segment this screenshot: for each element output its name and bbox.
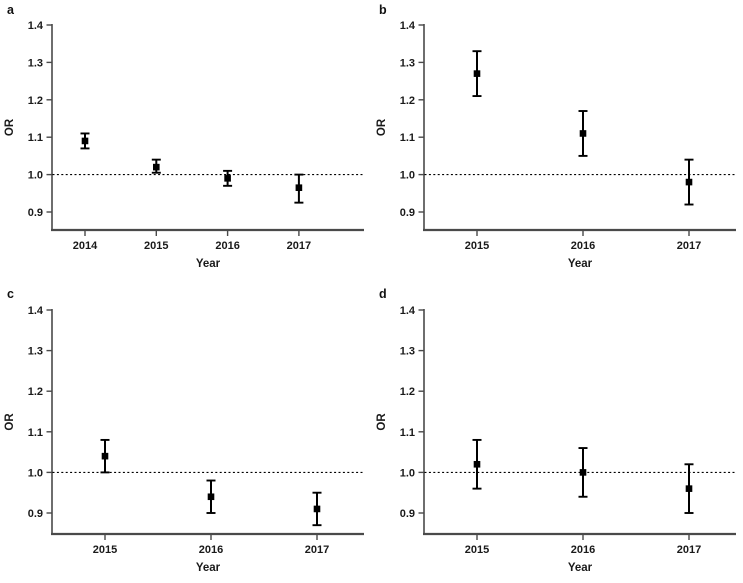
y-tick-label: 1.0 [400, 467, 415, 479]
x-tick-label: 2017 [677, 544, 701, 556]
data-point-2015 [472, 50, 482, 98]
y-axis-title: OR [4, 118, 16, 136]
data-point-2016 [223, 169, 233, 187]
y-axis: 0.9 1.0 1.1 1.2 1.3 1.4 [28, 305, 53, 534]
x-axis: 2015 2016 2017 [51, 532, 364, 556]
point-marker [207, 493, 215, 501]
y-tick-label: 1.3 [28, 57, 43, 69]
data-point-2015 [100, 438, 110, 474]
x-tick-label: 2016 [571, 240, 595, 252]
y-tick-label: 1.0 [400, 170, 415, 182]
panel-a: a 0.9 1.0 1.1 1.2 1.3 1.4 2014 2015 2016 2017 OR Ye… [0, 0, 372, 278]
y-tick-label: 1.2 [28, 95, 43, 107]
point-marker [81, 137, 89, 145]
y-tick-label: 1.1 [400, 427, 415, 439]
x-tick-label: 2017 [677, 240, 701, 252]
point-marker [224, 175, 231, 182]
panel-d-letter: d [379, 287, 387, 301]
y-tick-label: 1.4 [28, 20, 44, 32]
x-axis-title: Year [196, 258, 221, 270]
y-tick-label: 1.4 [400, 20, 416, 32]
y-tick-label: 1.2 [400, 386, 415, 398]
point-marker [579, 130, 587, 137]
y-tick-label: 1.3 [400, 346, 415, 358]
data-point-2017 [294, 173, 304, 204]
y-tick-label: 0.9 [28, 207, 43, 219]
data-point-2017 [684, 463, 694, 514]
x-axis-title: Year [568, 562, 593, 574]
panel-b-svg: 0.9 1.0 1.1 1.2 1.3 1.4 2015 2016 2017 OR Year [376, 20, 736, 270]
data-point-2016 [578, 110, 588, 157]
y-tick-label: 1.0 [28, 467, 43, 479]
x-tick-label: 2015 [93, 544, 117, 556]
data-point-2015 [472, 438, 482, 490]
point-marker [313, 505, 321, 513]
y-axis-title: OR [4, 413, 16, 431]
x-tick-label: 2017 [287, 240, 311, 252]
data-point-2015 [151, 158, 161, 174]
y-tick-label: 1.3 [400, 57, 415, 69]
panel-c-letter: c [7, 287, 14, 301]
panel-c-svg: 0.9 1.0 1.1 1.2 1.3 1.4 2015 2016 2017 OR Year [4, 305, 364, 574]
panel-b-letter: b [379, 3, 387, 17]
x-axis-title: Year [568, 258, 593, 270]
y-tick-label: 1.2 [28, 386, 43, 398]
x-tick-label: 2016 [199, 544, 223, 556]
panel-c: c 0.9 1.0 1.1 1.2 1.3 1.4 2015 2016 2017 OR Year [0, 278, 372, 583]
point-marker [685, 485, 693, 492]
panel-a-chart: 0.9 1.0 1.1 1.2 1.3 1.4 2014 2015 2016 2017 OR Year [0, 0, 371, 278]
panel-c-chart: 0.9 1.0 1.1 1.2 1.3 1.4 2015 2016 2017 OR Year [0, 278, 371, 583]
point-marker [579, 469, 587, 476]
point-marker [295, 184, 303, 191]
y-axis: 0.9 1.0 1.1 1.2 1.3 1.4 [28, 20, 53, 230]
panel-a-svg: 0.9 1.0 1.1 1.2 1.3 1.4 2014 2015 2016 2017 OR Year [4, 20, 364, 270]
data-point-2017 [312, 491, 322, 527]
x-tick-label: 2015 [144, 240, 168, 252]
data-point-2014 [80, 132, 90, 150]
y-axis-title: OR [376, 118, 388, 136]
data-point-2017 [684, 158, 694, 206]
x-axis-title: Year [196, 562, 221, 574]
point-marker [473, 460, 481, 468]
y-tick-label: 0.9 [400, 207, 415, 219]
x-tick-label: 2015 [465, 240, 489, 252]
y-tick-label: 1.4 [400, 305, 416, 317]
point-marker [473, 70, 481, 77]
y-tick-label: 1.3 [28, 346, 43, 358]
x-tick-label: 2016 [215, 240, 239, 252]
panel-b-chart: 0.9 1.0 1.1 1.2 1.3 1.4 2015 2016 2017 OR Year [372, 0, 743, 278]
y-tick-label: 0.9 [400, 508, 415, 520]
y-tick-label: 1.2 [400, 95, 415, 107]
data-point-2016 [206, 479, 216, 514]
panel-a-letter: a [7, 3, 14, 17]
y-tick-label: 0.9 [28, 508, 43, 520]
panel-b: b 0.9 1.0 1.1 1.2 1.3 1.4 2015 2016 2017 OR Year [372, 0, 743, 278]
y-axis: 0.9 1.0 1.1 1.2 1.3 1.4 [400, 20, 425, 230]
x-tick-label: 2014 [73, 240, 98, 252]
y-tick-label: 1.1 [400, 132, 415, 144]
x-axis: 2014 2015 2016 2017 [51, 228, 364, 252]
x-axis: 2015 2016 2017 [423, 228, 736, 252]
point-marker [153, 163, 160, 171]
y-tick-label: 1.4 [28, 305, 44, 317]
panel-d-chart: 0.9 1.0 1.1 1.2 1.3 1.4 2015 2016 2017 OR Year [372, 278, 743, 583]
data-point-2016 [578, 447, 588, 498]
y-axis-title: OR [376, 413, 388, 431]
x-tick-label: 2017 [305, 544, 329, 556]
panel-d-svg: 0.9 1.0 1.1 1.2 1.3 1.4 2015 2016 2017 OR Year [376, 305, 736, 574]
y-axis: 0.9 1.0 1.1 1.2 1.3 1.4 [400, 305, 425, 534]
point-marker [101, 452, 109, 460]
y-tick-label: 1.1 [28, 132, 43, 144]
point-marker [685, 178, 693, 186]
x-tick-label: 2015 [465, 544, 489, 556]
x-tick-label: 2016 [571, 544, 595, 556]
y-tick-label: 1.0 [28, 170, 43, 182]
y-tick-label: 1.1 [28, 427, 43, 439]
x-axis: 2015 2016 2017 [423, 532, 736, 556]
panel-d: d 0.9 1.0 1.1 1.2 1.3 1.4 2015 2016 2017 OR Year [372, 278, 743, 583]
